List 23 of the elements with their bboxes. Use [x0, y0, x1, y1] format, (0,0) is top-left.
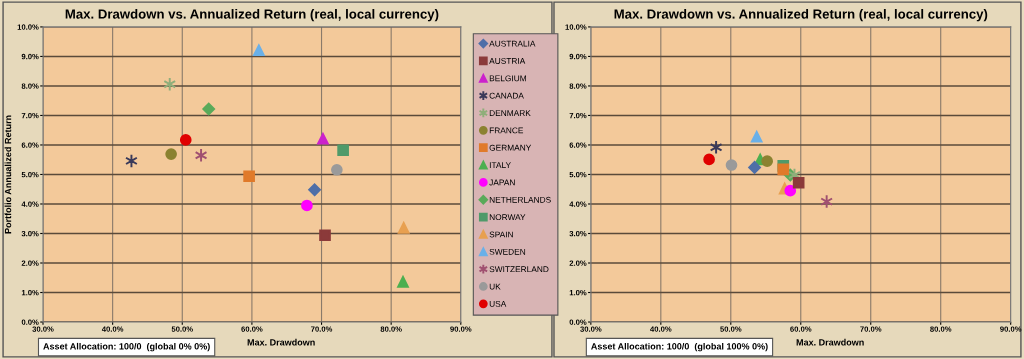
legend-label: UK	[489, 283, 501, 290]
legend-label: NORWAY	[489, 214, 526, 221]
legend-label: ITALY	[489, 162, 511, 168]
chart-title: Max. Drawdown vs. Annualized Return (real, local currency)	[614, 9, 988, 22]
legend-label: CANADA	[489, 92, 524, 99]
legend-label: BELGIUM	[489, 75, 526, 82]
x-axis-title: Max. Drawdown	[247, 338, 315, 346]
legend-label: AUSTRIA	[489, 58, 526, 64]
text: Asset Allocation: 100/0 (global 100% 0%)	[591, 342, 768, 352]
legend-label: FRANCE	[489, 127, 524, 134]
legend-label: NETHERLANDS	[489, 196, 551, 203]
legend-label: AUSTRALIA	[489, 40, 536, 47]
legend-label: SPAIN	[489, 231, 513, 238]
legend-label: JAPAN	[489, 179, 515, 186]
legend-label: SWITZERLAND	[489, 266, 549, 273]
chart-title: Max. Drawdown vs. Annualized Return (real, local currency)	[65, 9, 439, 22]
text: Asset Allocation: 100/0 (global 0% 0%)	[43, 342, 210, 352]
legend-label: SWEDEN	[489, 248, 526, 255]
legend-label: USA	[489, 300, 507, 307]
x-axis-title: Max. Drawdown	[796, 338, 864, 346]
y-axis-title: Portfolio Annualized Return	[4, 115, 12, 234]
legend-label: DENMARK	[489, 110, 531, 116]
legend-label: GERMANY	[489, 144, 532, 151]
